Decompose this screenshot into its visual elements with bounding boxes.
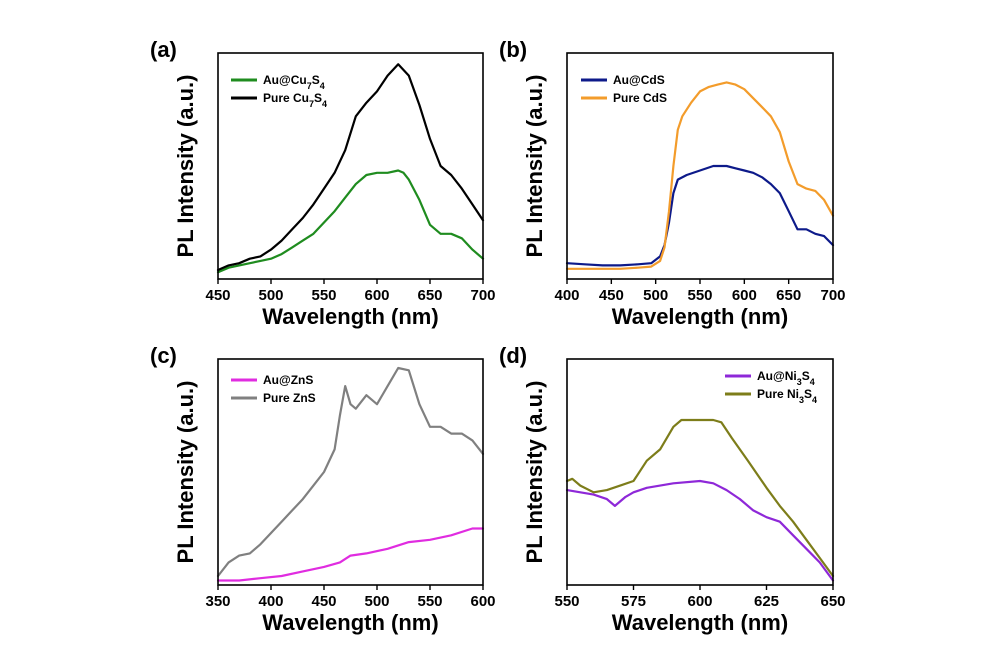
panel-label: (b)	[499, 37, 527, 62]
y-axis-label: PL Intensity (a.u.)	[522, 381, 547, 564]
x-tick-label: 600	[364, 287, 389, 304]
x-tick-label: 550	[311, 287, 336, 304]
x-tick-label: 550	[687, 287, 712, 304]
series-line-4-2	[565, 418, 835, 578]
series-line-2-2	[565, 81, 835, 270]
x-tick-label: 600	[732, 287, 757, 304]
x-tick-label: 500	[258, 287, 283, 304]
legend-label: Au@Ni3S4	[757, 369, 815, 387]
legend-label: Au@Cu7S4	[263, 73, 325, 91]
x-tick-label: 650	[820, 593, 845, 610]
legend-label: Au@ZnS	[263, 373, 313, 387]
y-axis-label: PL Intensity (a.u.)	[522, 75, 547, 258]
panel-2: 400 450 500 550 600 650 700 (b) Wavelength (nm) P…	[499, 37, 846, 329]
plot-frame	[217, 358, 484, 586]
y-axis-label: PL Intensity (a.u.)	[173, 75, 198, 258]
x-axis-label: Wavelength (nm)	[612, 610, 788, 635]
x-tick-label: 700	[820, 287, 845, 304]
x-axis-label: Wavelength (nm)	[262, 610, 438, 635]
plot-frame	[217, 52, 484, 280]
x-tick-label: 350	[205, 593, 230, 610]
series-line-1-2	[216, 63, 485, 272]
x-tick-label: 625	[754, 593, 779, 610]
legend-label: Pure Ni3S4	[757, 387, 817, 405]
panel-4: 550 575 600 625 650 (d) Wavelength (nm) PL Inte…	[499, 343, 846, 635]
x-axis-label: Wavelength (nm)	[262, 304, 438, 329]
x-tick-label: 550	[554, 593, 579, 610]
legend-label: Pure CdS	[613, 91, 667, 105]
x-tick-label: 650	[776, 287, 801, 304]
panel-label: (a)	[150, 37, 177, 62]
x-tick-label: 550	[417, 593, 442, 610]
series-line-4-1	[565, 479, 835, 582]
series-line-2-1	[565, 164, 835, 267]
legend-label: Pure ZnS	[263, 391, 316, 405]
x-tick-label: 700	[470, 287, 495, 304]
series-line-3-1	[216, 527, 485, 582]
panel-label: (d)	[499, 343, 527, 368]
panel-3: 350 400 450 500 550 600 (c) Wavelength (nm) PL I…	[150, 343, 496, 635]
x-tick-label: 400	[554, 287, 579, 304]
panel-label: (c)	[150, 343, 177, 368]
x-tick-label: 450	[311, 593, 336, 610]
x-tick-label: 500	[364, 593, 389, 610]
series-line-1-1	[216, 169, 485, 274]
y-axis-label: PL Intensity (a.u.)	[173, 381, 198, 564]
x-tick-label: 500	[643, 287, 668, 304]
legend-label: Au@CdS	[613, 73, 665, 87]
panel-1: 450 500 550 600 650 700 (a) Wavelength (nm) PL I…	[150, 37, 496, 329]
x-tick-label: 450	[599, 287, 624, 304]
x-tick-label: 575	[621, 593, 646, 610]
x-tick-label: 650	[417, 287, 442, 304]
series-line-3-2	[216, 366, 485, 578]
x-tick-label: 400	[258, 593, 283, 610]
x-tick-label: 600	[470, 593, 495, 610]
x-axis-label: Wavelength (nm)	[612, 304, 788, 329]
plot-frame	[566, 52, 834, 280]
x-tick-label: 450	[205, 287, 230, 304]
legend-label: Pure Cu7S4	[263, 91, 327, 109]
x-tick-label: 600	[687, 593, 712, 610]
